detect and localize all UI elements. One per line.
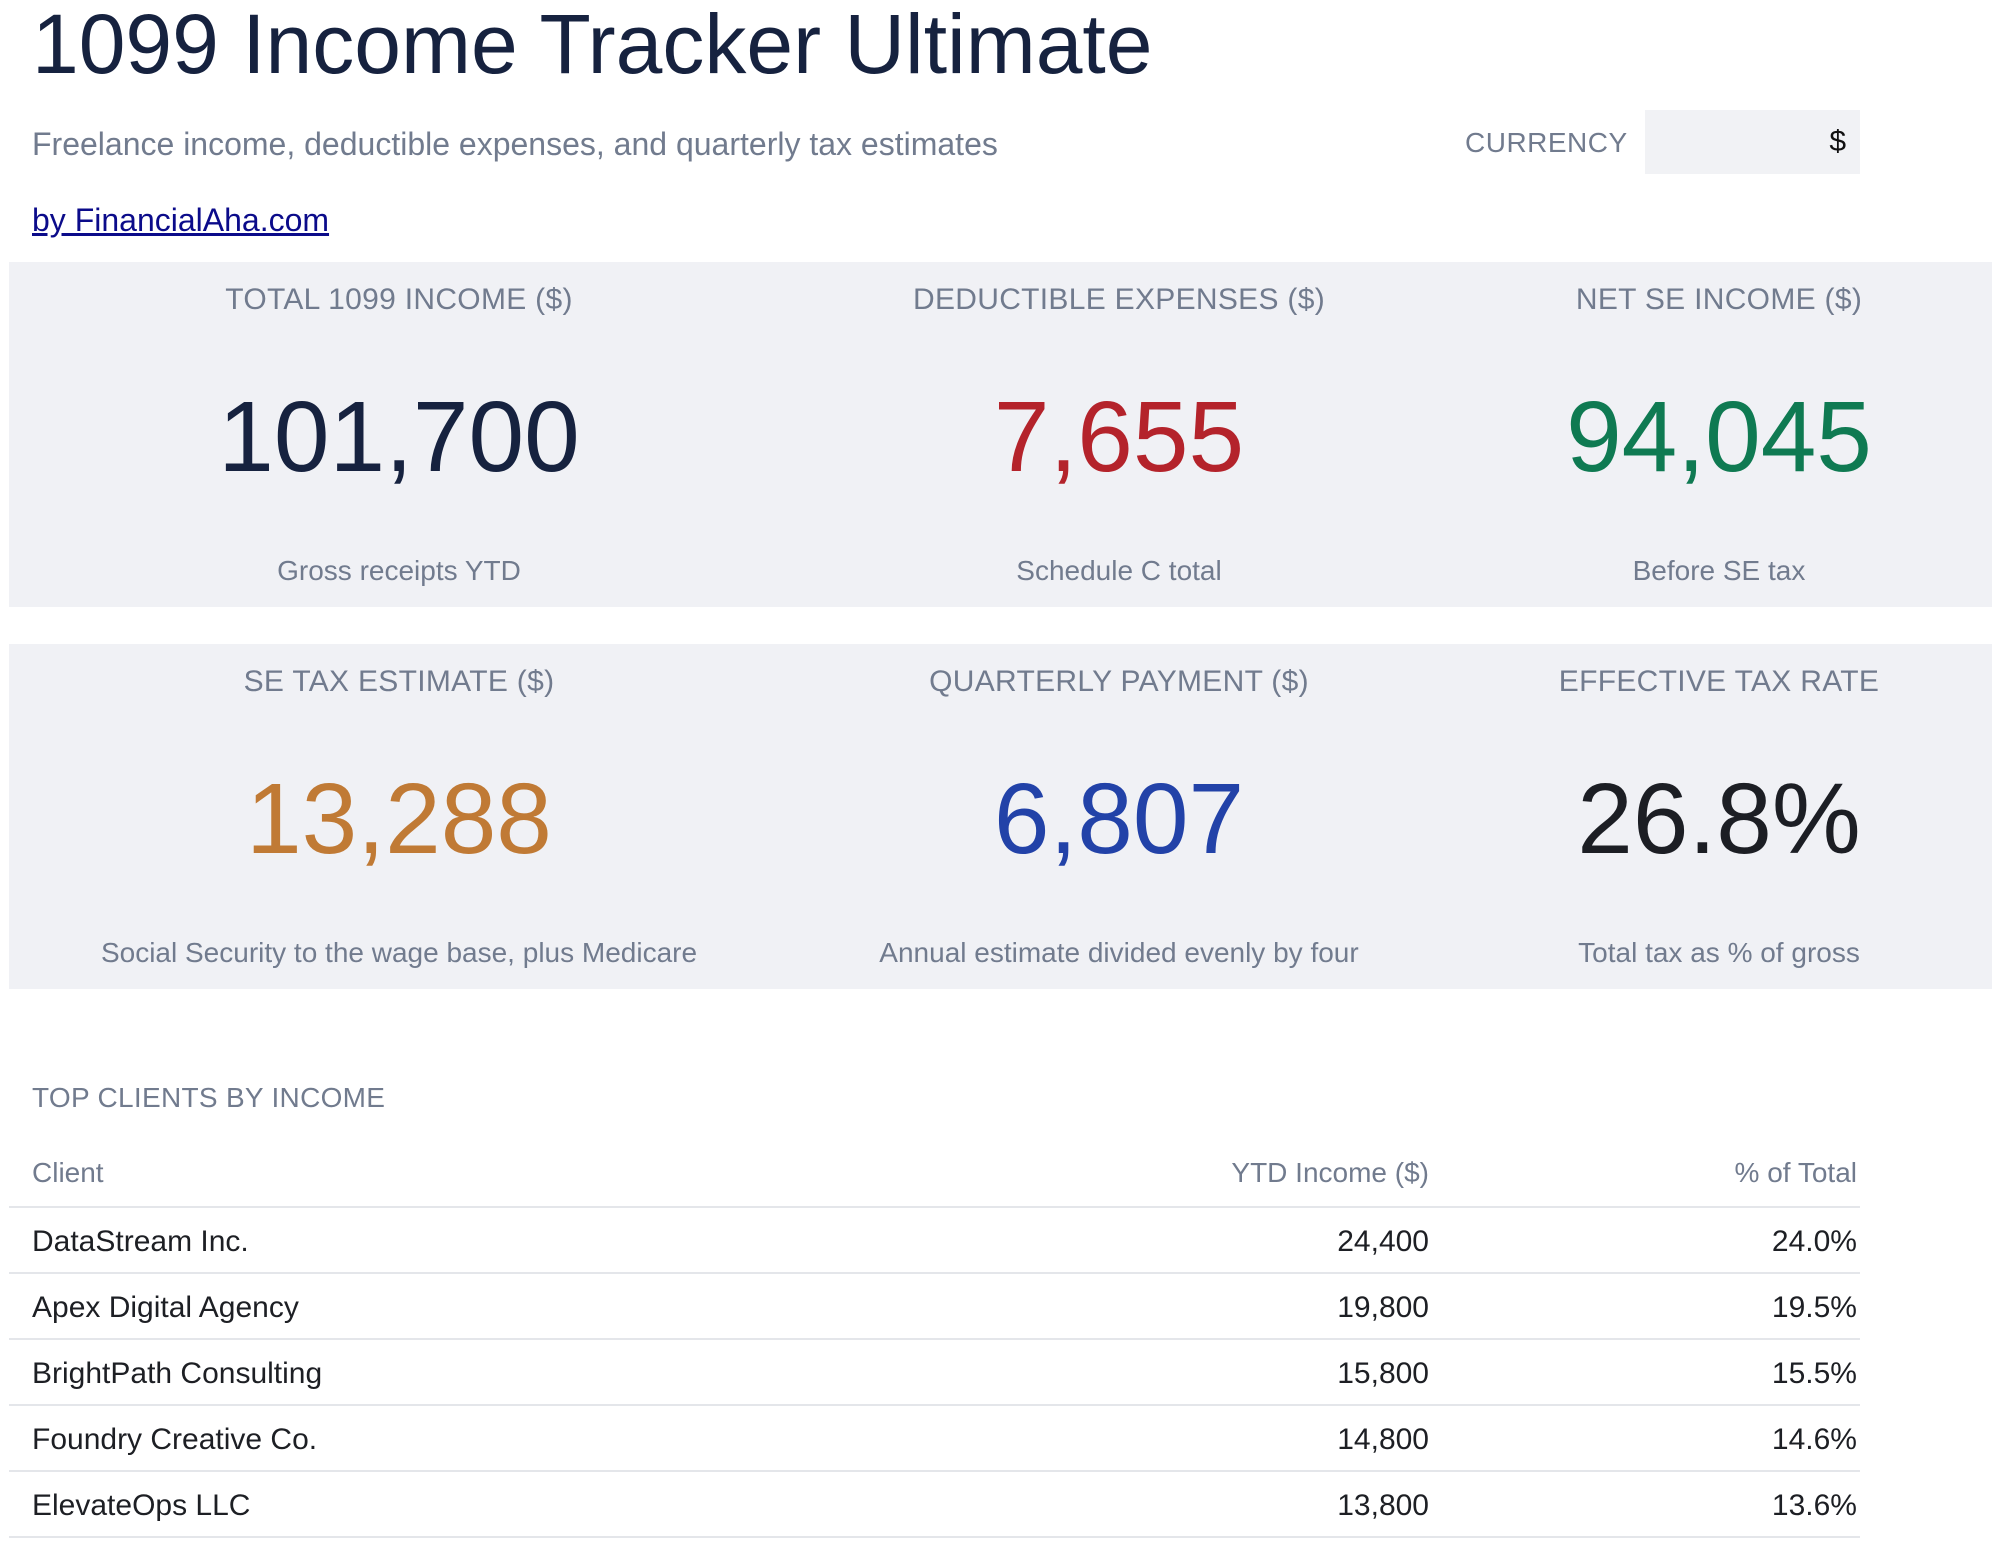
kpi-se-tax-estimate: SE TAX ESTIMATE ($) 13,288 Social Securi…: [9, 644, 789, 989]
client-percent-total: 14.6%: [1771, 1423, 1857, 1456]
kpi-quarterly-payment: QUARTERLY PAYMENT ($) 6,807 Annual estim…: [719, 644, 1519, 989]
client-name: Apex Digital Agency: [32, 1291, 299, 1324]
client-name: Foundry Creative Co.: [32, 1423, 318, 1456]
kpi-label: DEDUCTIBLE EXPENSES ($): [912, 283, 1325, 316]
section-title-top-clients: TOP CLIENTS BY INCOME: [32, 1082, 386, 1113]
kpi-band-top: TOTAL 1099 INCOME ($) 101,700 Gross rece…: [9, 262, 1992, 607]
kpi-label: TOTAL 1099 INCOME ($): [225, 283, 573, 316]
client-ytd-income: 14,800: [1337, 1423, 1429, 1456]
kpi-total-income: TOTAL 1099 INCOME ($) 101,700 Gross rece…: [9, 262, 789, 607]
client-ytd-income: 15,800: [1337, 1357, 1429, 1390]
kpi-caption: Annual estimate divided evenly by four: [879, 937, 1359, 968]
kpi-effective-tax-rate: EFFECTIVE TAX RATE 26.8% Total tax as % …: [1409, 644, 2000, 989]
column-header-percent-total: % of Total: [1734, 1157, 1857, 1188]
kpi-value: 26.8%: [1577, 763, 1861, 875]
kpi-label: EFFECTIVE TAX RATE: [1558, 665, 1880, 698]
page-subtitle: Freelance income, deductible expenses, a…: [32, 126, 998, 162]
client-ytd-income: 24,400: [1337, 1225, 1429, 1258]
currency-label: CURRENCY: [1465, 127, 1628, 158]
kpi-deductible-expenses: DEDUCTIBLE EXPENSES ($) 7,655 Schedule C…: [719, 262, 1519, 607]
kpi-value: 13,288: [246, 763, 552, 875]
table-row: DataStream Inc. 24,400 24.0%: [9, 1208, 1860, 1274]
kpi-caption: Before SE tax: [1632, 555, 1806, 586]
client-ytd-income: 19,800: [1337, 1291, 1429, 1324]
table-row: BrightPath Consulting 15,800 15.5%: [9, 1340, 1860, 1406]
kpi-caption: Schedule C total: [1016, 555, 1222, 586]
kpi-net-se-income: NET SE INCOME ($) 94,045 Before SE tax: [1409, 262, 2000, 607]
byline-link[interactable]: by FinancialAha.com: [32, 202, 330, 238]
kpi-caption: Gross receipts YTD: [277, 555, 521, 586]
page-title: 1099 Income Tracker Ultimate: [32, 0, 1153, 91]
kpi-value: 101,700: [218, 381, 580, 493]
kpi-value: 7,655: [993, 381, 1245, 493]
table-header: Client YTD Income ($) % of Total: [9, 1148, 1860, 1208]
client-name: BrightPath Consulting: [32, 1357, 323, 1390]
kpi-band-bottom: SE TAX ESTIMATE ($) 13,288 Social Securi…: [9, 644, 1992, 989]
currency-input[interactable]: $: [1645, 110, 1860, 174]
kpi-label: SE TAX ESTIMATE ($): [243, 665, 555, 698]
client-percent-total: 13.6%: [1771, 1489, 1857, 1522]
client-percent-total: 15.5%: [1771, 1357, 1857, 1390]
client-ytd-income: 13,800: [1337, 1489, 1429, 1522]
kpi-label: NET SE INCOME ($): [1575, 283, 1863, 316]
table-row: Apex Digital Agency 19,800 19.5%: [9, 1274, 1860, 1340]
client-name: DataStream Inc.: [32, 1225, 249, 1258]
client-percent-total: 19.5%: [1771, 1291, 1857, 1324]
client-name: ElevateOps LLC: [32, 1489, 251, 1522]
kpi-value: 94,045: [1566, 381, 1872, 493]
table-row: ElevateOps LLC 13,800 13.6%: [9, 1472, 1860, 1538]
kpi-label: QUARTERLY PAYMENT ($): [929, 665, 1309, 698]
top-clients-table: Client YTD Income ($) % of Total DataStr…: [9, 1148, 1860, 1538]
kpi-value: 6,807: [993, 763, 1245, 875]
kpi-caption: Total tax as % of gross: [1578, 937, 1860, 968]
client-percent-total: 24.0%: [1771, 1225, 1857, 1258]
kpi-caption: Social Security to the wage base, plus M…: [100, 937, 698, 968]
column-header-client: Client: [32, 1157, 104, 1188]
column-header-ytd-income: YTD Income ($): [1231, 1157, 1429, 1188]
table-row: Foundry Creative Co. 14,800 14.6%: [9, 1406, 1860, 1472]
